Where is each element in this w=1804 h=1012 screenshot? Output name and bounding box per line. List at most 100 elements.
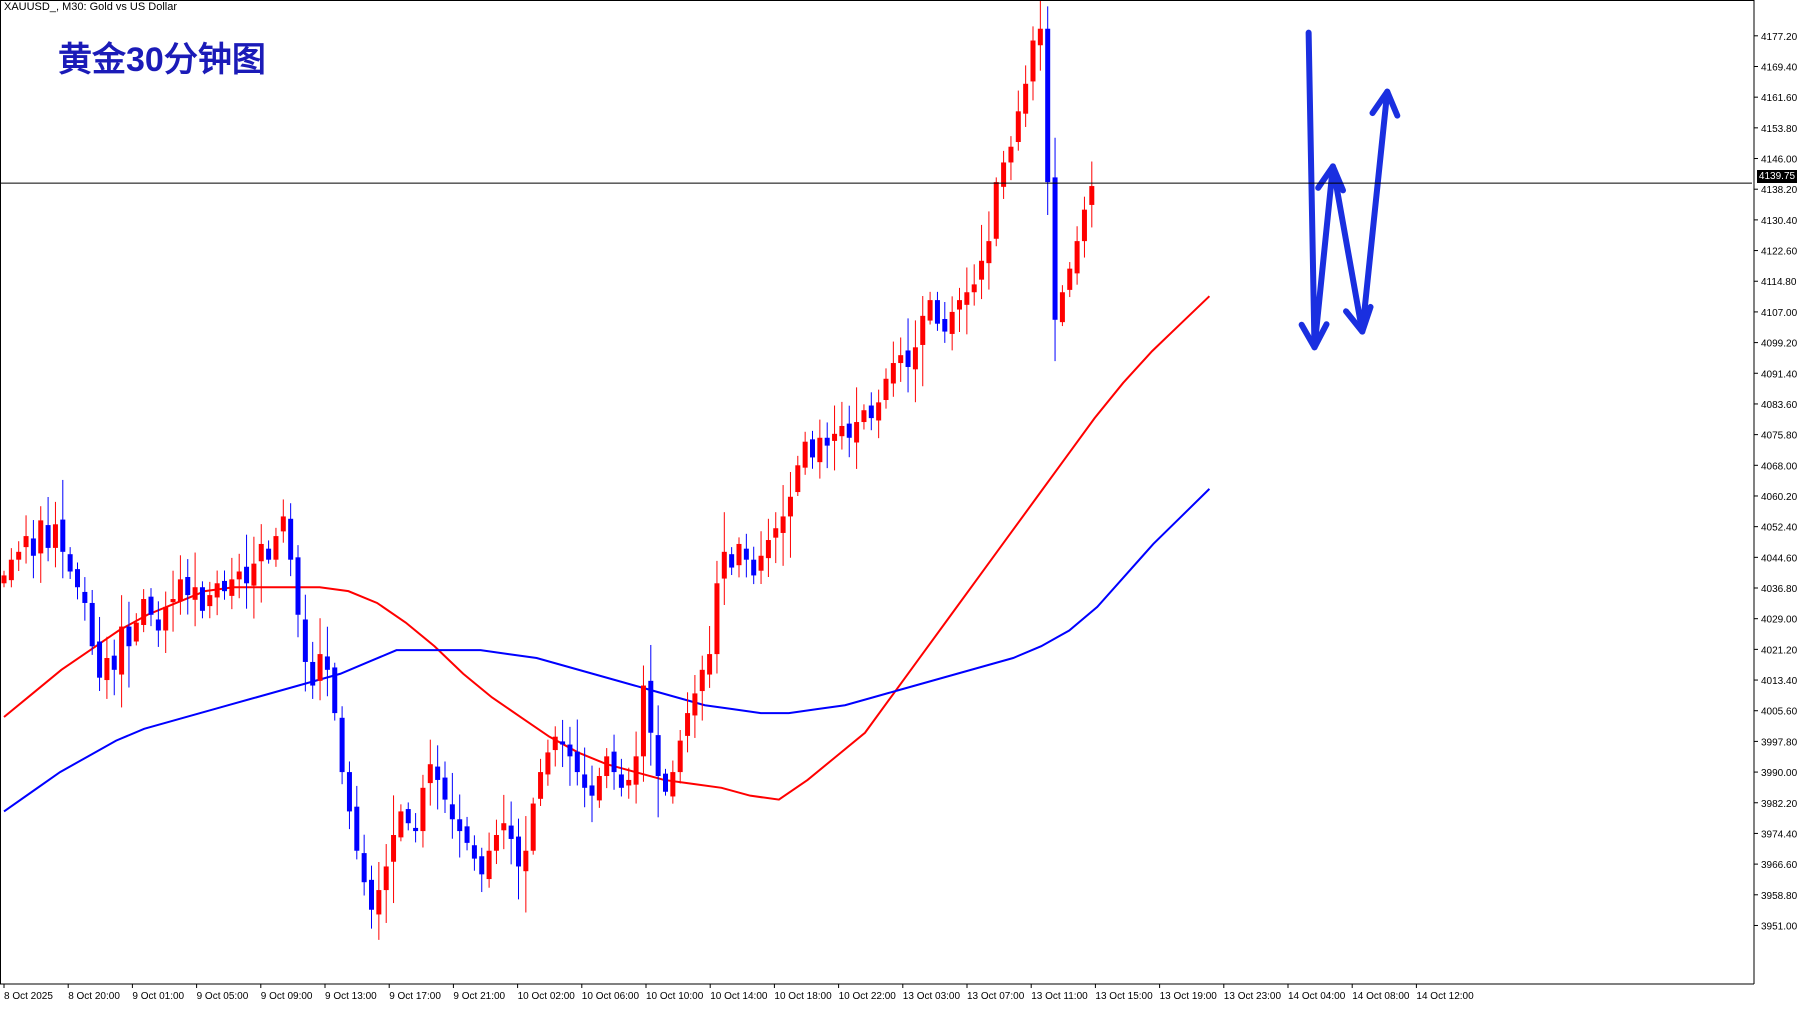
x-tick-label: 8 Oct 2025 (4, 991, 53, 1002)
candle-body (633, 756, 639, 785)
candle-body (905, 350, 911, 367)
candle-body (1089, 186, 1095, 205)
candle-body (611, 751, 617, 773)
x-tick-label: 10 Oct 22:00 (839, 991, 897, 1002)
candle-body (332, 667, 338, 714)
candle-body (391, 835, 397, 862)
y-tick-label: 3974.40 (1761, 829, 1798, 840)
candle-body (773, 528, 779, 538)
chart-overlay-title: 黄金30分钟图 (58, 41, 266, 79)
x-tick-label: 9 Oct 17:00 (389, 991, 441, 1002)
candle-body (538, 772, 544, 799)
forecast-arrow-layer (1298, 29, 1401, 351)
candle-body (1045, 28, 1051, 183)
candle-body (420, 787, 426, 832)
candle-body (133, 622, 139, 642)
candle-body (685, 713, 691, 736)
candle-body (854, 422, 860, 443)
x-tick-label: 9 Oct 21:00 (453, 991, 505, 1002)
candle-body (560, 741, 566, 745)
candle-body (971, 284, 977, 293)
y-tick-label: 4114.80 (1761, 277, 1797, 288)
candle-body (435, 766, 441, 780)
x-tick-label: 9 Oct 09:00 (261, 991, 313, 1002)
candle-body (229, 579, 235, 596)
candle-body (736, 543, 742, 566)
candle-body (310, 661, 316, 686)
candle-body (1001, 162, 1007, 187)
candle-body (692, 693, 698, 716)
candle-body (765, 540, 771, 559)
candle-body (163, 606, 169, 631)
candle-body (868, 405, 874, 419)
candle-body (1067, 268, 1073, 290)
candle-body (346, 772, 352, 812)
candle-body (302, 619, 308, 662)
y-tick-label: 4052.40 (1761, 523, 1798, 534)
candle-body (663, 773, 668, 792)
candle-body (552, 736, 558, 751)
y-tick-label: 4107.00 (1761, 308, 1798, 319)
x-tick-label: 14 Oct 08:00 (1352, 991, 1410, 1002)
y-tick-label: 4044.60 (1761, 553, 1798, 564)
candle-body (824, 437, 830, 446)
candle-body (787, 496, 793, 517)
candle-body (927, 300, 933, 321)
candle-body (846, 423, 852, 438)
candle-body (508, 825, 514, 839)
candle-body (192, 587, 198, 600)
x-tick-label: 13 Oct 19:00 (1160, 991, 1218, 1002)
x-tick-label: 10 Oct 02:00 (518, 991, 576, 1002)
candle-body (721, 551, 727, 579)
y-tick-label: 3982.20 (1761, 799, 1798, 810)
candle-body (883, 378, 889, 401)
x-tick-label: 10 Oct 06:00 (582, 991, 640, 1002)
candle-body (942, 318, 948, 332)
candle-body (288, 518, 294, 560)
candle-body (177, 579, 183, 602)
candle-body (1008, 146, 1014, 163)
x-tick-label: 9 Oct 13:00 (325, 991, 377, 1002)
y-tick-label: 3958.80 (1761, 891, 1798, 902)
candle-body (38, 520, 44, 554)
candle-body (780, 516, 786, 533)
x-tick-label: 8 Oct 20:00 (68, 991, 120, 1002)
candle-body (486, 850, 492, 880)
x-tick-label: 13 Oct 07:00 (967, 991, 1025, 1002)
candle-body (295, 557, 301, 615)
candle-body (699, 669, 705, 692)
candle-body (273, 536, 279, 560)
candle-body (670, 772, 676, 797)
candle-body (1037, 28, 1043, 46)
candle-body (993, 182, 999, 239)
y-tick-label: 4146.00 (1761, 155, 1798, 166)
candle-body (729, 554, 735, 568)
arrow-head-down (1343, 303, 1374, 335)
candle-body (214, 583, 220, 598)
candle-body (457, 819, 463, 832)
candle-body (266, 548, 272, 560)
candle-body (141, 599, 147, 625)
candle-body (839, 425, 845, 437)
candle-body (1074, 241, 1080, 274)
x-tick-label: 9 Oct 05:00 (197, 991, 249, 1002)
candle-body (155, 619, 161, 631)
candle-body (912, 347, 918, 370)
candle-body (148, 596, 154, 615)
candle-body (258, 543, 264, 562)
x-tick-label: 9 Oct 01:00 (132, 991, 184, 1002)
candle-body (464, 826, 470, 843)
candle-body (949, 311, 955, 334)
candle-body (251, 563, 257, 586)
candle-body (640, 685, 646, 757)
y-tick-label: 4029.00 (1761, 615, 1798, 626)
candle-body (604, 756, 610, 777)
y-tick-label: 4005.60 (1761, 707, 1798, 718)
candle-body (743, 548, 749, 560)
candle-body (545, 752, 551, 775)
candle-body (986, 241, 992, 264)
x-tick-label: 13 Oct 15:00 (1095, 991, 1153, 1002)
y-tick-label: 4153.80 (1761, 124, 1798, 135)
candle-body (383, 866, 389, 891)
